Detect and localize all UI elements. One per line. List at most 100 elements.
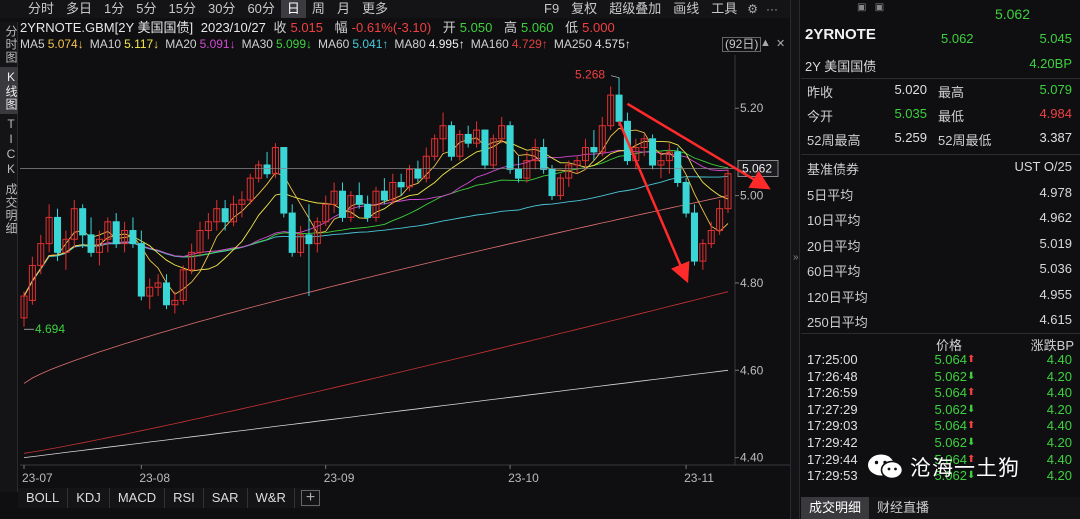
indicator-tab[interactable]: RSI [165, 488, 204, 508]
add-indicator-button[interactable]: + [300, 490, 321, 506]
ma-value: 4.575↑ [594, 37, 631, 51]
indicator-tab[interactable]: BOLL [18, 488, 69, 508]
overlay-button[interactable]: 超级叠加 [609, 1, 662, 16]
period-tab[interactable]: 15分 [168, 1, 196, 16]
candle-body [171, 299, 179, 306]
candle-body [104, 221, 112, 240]
candle-body [288, 212, 296, 253]
close-value: 5.015 [290, 20, 324, 35]
indicator-tab[interactable]: KDJ [68, 488, 110, 508]
candle-body [556, 177, 564, 197]
period-tab[interactable]: 月 [336, 1, 350, 16]
period-tab[interactable]: 1分 [104, 1, 125, 16]
high-key: 高 [503, 20, 517, 35]
candle-body [690, 212, 698, 262]
average-key: 20日平均 [807, 238, 861, 254]
last-price: 5.062 [994, 6, 1030, 22]
view-tab[interactable]: 分时图 [4, 25, 18, 64]
trade-bp: 4.20 [1046, 468, 1072, 484]
candle-body [87, 234, 95, 253]
trade-bp: 4.40 [1046, 418, 1072, 434]
average-key: 5日平均 [807, 187, 854, 203]
period-tab[interactable]: 多日 [66, 1, 93, 16]
candle-body [523, 160, 531, 179]
trade-row: 17:27:29 5.062 ⬇ 4.20 [801, 402, 1080, 418]
trade-time: 17:29:44 [807, 451, 858, 467]
candle-body [28, 264, 36, 301]
gear-icon[interactable]: ⚙ [747, 2, 758, 16]
view-tab[interactable]: K线图 [0, 67, 18, 114]
candle-body [389, 181, 397, 201]
tools-button[interactable]: 工具 [711, 1, 738, 16]
cycle-tag[interactable]: (92日) [722, 37, 762, 52]
candle-body [548, 168, 556, 197]
candle-body [481, 129, 489, 166]
candle-body [280, 147, 288, 214]
candle-body [162, 282, 170, 306]
candle-body [489, 138, 497, 166]
close-icon[interactable]: ✕ [776, 38, 786, 50]
average-value: 4.978 [1039, 184, 1072, 200]
period-tab[interactable]: 周 [311, 1, 325, 16]
open-value: 5.050 [459, 20, 493, 35]
y-tick-label: 4.80 [740, 276, 764, 290]
period-tab[interactable]: 更多 [361, 1, 388, 16]
chevron-up-icon[interactable]: ▲ [760, 37, 771, 49]
indicator-tab[interactable]: W&R [248, 488, 295, 508]
average-row: 250日平均 4.615 [801, 312, 1080, 334]
annotation-arrow [626, 102, 771, 190]
panel-tab[interactable]: 成交明细 [801, 497, 870, 519]
view-tab[interactable]: 成交明细 [4, 183, 18, 235]
period-tab[interactable]: 5分 [136, 1, 157, 16]
average-row: 60日平均 5.036 [801, 261, 1080, 283]
f9-button[interactable]: F9 [544, 1, 560, 16]
divider [801, 333, 1080, 334]
draw-button[interactable]: 画线 [673, 1, 700, 16]
average-row: 基准债券 UST O/25 [801, 159, 1080, 181]
ma-label: MA160 [470, 37, 509, 51]
candle-body [146, 286, 154, 297]
average-key: 60日平均 [807, 264, 861, 279]
panel-tab[interactable]: 财经直播 [877, 500, 930, 515]
candle-body [573, 160, 581, 166]
trade-time: 17:26:48 [807, 368, 858, 384]
trade-row: 17:26:59 5.064 ⬆ 4.40 [801, 385, 1080, 401]
candle-body [582, 147, 590, 162]
indicator-tab[interactable]: SAR [204, 488, 248, 508]
chevron-right-icon[interactable]: » [793, 252, 799, 263]
panel-bottom-tabs: 成交明细 财经直播 [801, 497, 1080, 519]
trade-time: 17:26:59 [807, 385, 858, 401]
candle-body [406, 168, 414, 188]
period-tab[interactable]: 30分 [207, 1, 236, 16]
y-tick-label: 5.00 [740, 189, 764, 203]
ma-value: 5.041↑ [352, 37, 389, 51]
restore-button[interactable]: 复权 [571, 1, 598, 16]
close-key: 收 [273, 20, 287, 35]
date-label: 2023/10/27 [200, 20, 266, 35]
min-label: 4.694 [35, 322, 65, 336]
period-tab[interactable]: 60分 [247, 1, 275, 16]
panel-splitter[interactable] [790, 0, 800, 519]
candle-body [422, 155, 430, 179]
trade-time: 17:27:29 [807, 401, 858, 417]
view-tab[interactable]: TICK [4, 117, 18, 177]
period-tabs: 分时 多日 1分 5分 15分 30分 60分日周月更多 [22, 0, 394, 18]
candle-body [179, 269, 187, 301]
period-tab[interactable]: 分时 [28, 1, 55, 16]
ma-value: 5.099↓ [275, 37, 312, 51]
panel-toggle-icons[interactable]: ▣ ▣ [857, 2, 885, 13]
indicator-tab[interactable]: MACD [110, 488, 166, 508]
candle-body [137, 243, 145, 297]
more-icon[interactable]: ··· [766, 2, 778, 16]
candlestick-chart[interactable]: 5.20 5.00 4.80 4.60 4.40 23-07 23-08 23-09 23-10… [0, 0, 790, 490]
candle-body [456, 133, 464, 157]
average-row: 120日平均 4.955 [801, 287, 1080, 309]
period-tab[interactable]: 日 [280, 0, 306, 18]
trade-row: 17:26:48 5.062 ⬇ 4.20 [801, 369, 1080, 385]
ma-value: 5.117↓ [124, 37, 160, 51]
trade-bp: 4.20 [1046, 368, 1072, 384]
candle-body [196, 230, 204, 253]
divider [801, 154, 1080, 155]
trade-row: 17:29:44 5.064 ⬆ 4.40 [801, 452, 1080, 468]
candle-body [699, 243, 707, 262]
